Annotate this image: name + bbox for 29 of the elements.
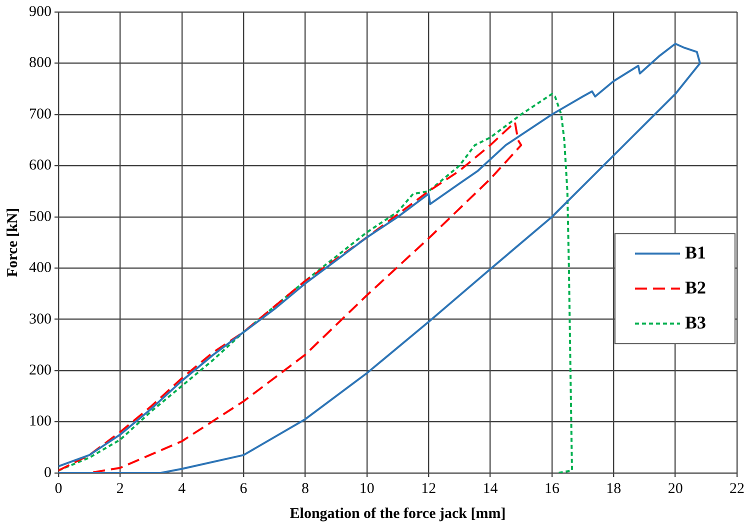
x-tick-label: 0 [54, 480, 62, 497]
legend-label: B3 [685, 312, 706, 332]
y-tick-label: 400 [29, 260, 52, 276]
x-tick-label: 12 [421, 480, 436, 497]
line-series [58, 121, 522, 473]
y-tick-label: 200 [29, 362, 52, 378]
x-tick-label: 22 [730, 480, 744, 497]
x-tick-label: 6 [240, 480, 248, 497]
y-tick-label: 600 [29, 158, 52, 174]
x-tick-label: 4 [178, 480, 186, 497]
legend-label: B2 [685, 277, 706, 298]
y-tick-label: 0 [44, 464, 52, 481]
x-tick-label: 10 [359, 480, 374, 497]
y-tick-label: 500 [29, 208, 52, 225]
x-tick-label: 8 [301, 480, 309, 497]
legend-label: B1 [685, 242, 706, 262]
x-tick-label: 16 [544, 480, 560, 497]
line-series [58, 92, 573, 473]
y-tick-label: 800 [29, 55, 52, 72]
x-tick-label: 2 [116, 480, 124, 497]
y-tick-label: 700 [29, 106, 52, 122]
y-tick-label: 100 [29, 414, 52, 430]
x-tick-label: 18 [606, 480, 622, 497]
y-tick-label: 900 [29, 4, 52, 20]
x-axis-title: Elongation of the force jack [mm] [290, 506, 506, 522]
x-tick-label: 14 [482, 480, 498, 497]
y-tick-label: 300 [29, 311, 52, 328]
y-axis-title: Force [kN] [4, 208, 21, 278]
x-tick-label: 20 [668, 480, 683, 497]
